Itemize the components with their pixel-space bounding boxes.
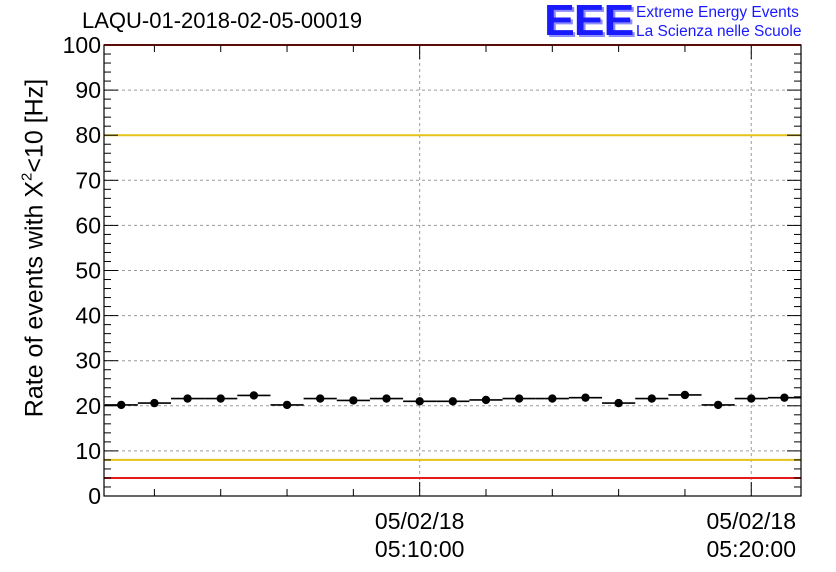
y-tick-label: 40 bbox=[75, 303, 101, 329]
y-tick-label: 30 bbox=[75, 348, 101, 374]
data-point bbox=[713, 400, 723, 410]
y-tick-label: 20 bbox=[75, 393, 101, 419]
y-tick-label: 50 bbox=[75, 258, 101, 284]
y-tick-label: 70 bbox=[75, 167, 101, 193]
x-tick-label-date: 05/02/18 bbox=[706, 508, 796, 534]
data-point bbox=[315, 394, 325, 403]
data-point bbox=[680, 390, 690, 400]
y-tick-label: 0 bbox=[88, 483, 101, 509]
x-tick-label-time: 05:10:00 bbox=[375, 536, 465, 562]
logo-line-2: La Scienza nelle Scuole bbox=[636, 23, 802, 40]
chart-title: LAQU-01-2018-02-05-00019 bbox=[82, 8, 363, 33]
data-point bbox=[150, 398, 159, 408]
x-tick-label-date: 05/02/18 bbox=[375, 508, 465, 534]
data-point bbox=[282, 400, 292, 410]
y-tick-label: 60 bbox=[75, 212, 101, 238]
data-point bbox=[747, 394, 756, 403]
data-point bbox=[448, 397, 458, 406]
data-point bbox=[117, 400, 126, 410]
y-tick-label: 90 bbox=[75, 77, 101, 103]
data-point bbox=[647, 394, 656, 403]
logo-mark: EEE bbox=[544, 0, 634, 45]
x-tick-label-time: 05:20:00 bbox=[706, 536, 796, 562]
data-point bbox=[780, 393, 789, 402]
data-point bbox=[614, 398, 623, 408]
data-point bbox=[514, 394, 524, 403]
logo-line-1: Extreme Energy Events bbox=[636, 4, 799, 21]
data-point bbox=[249, 391, 259, 400]
data-point bbox=[382, 394, 391, 403]
data-point bbox=[581, 393, 590, 402]
data-point bbox=[415, 397, 424, 406]
data-point bbox=[349, 396, 358, 405]
y-tick-label: 80 bbox=[75, 122, 101, 148]
y-tick-label: 10 bbox=[75, 438, 101, 464]
y-tick-label: 100 bbox=[63, 32, 101, 58]
data-point bbox=[183, 394, 192, 403]
data-point bbox=[216, 394, 225, 403]
data-point bbox=[548, 394, 557, 403]
data-point bbox=[481, 395, 491, 405]
eee-logo: EEE Extreme Energy Events La Scienza nel… bbox=[544, 0, 834, 45]
